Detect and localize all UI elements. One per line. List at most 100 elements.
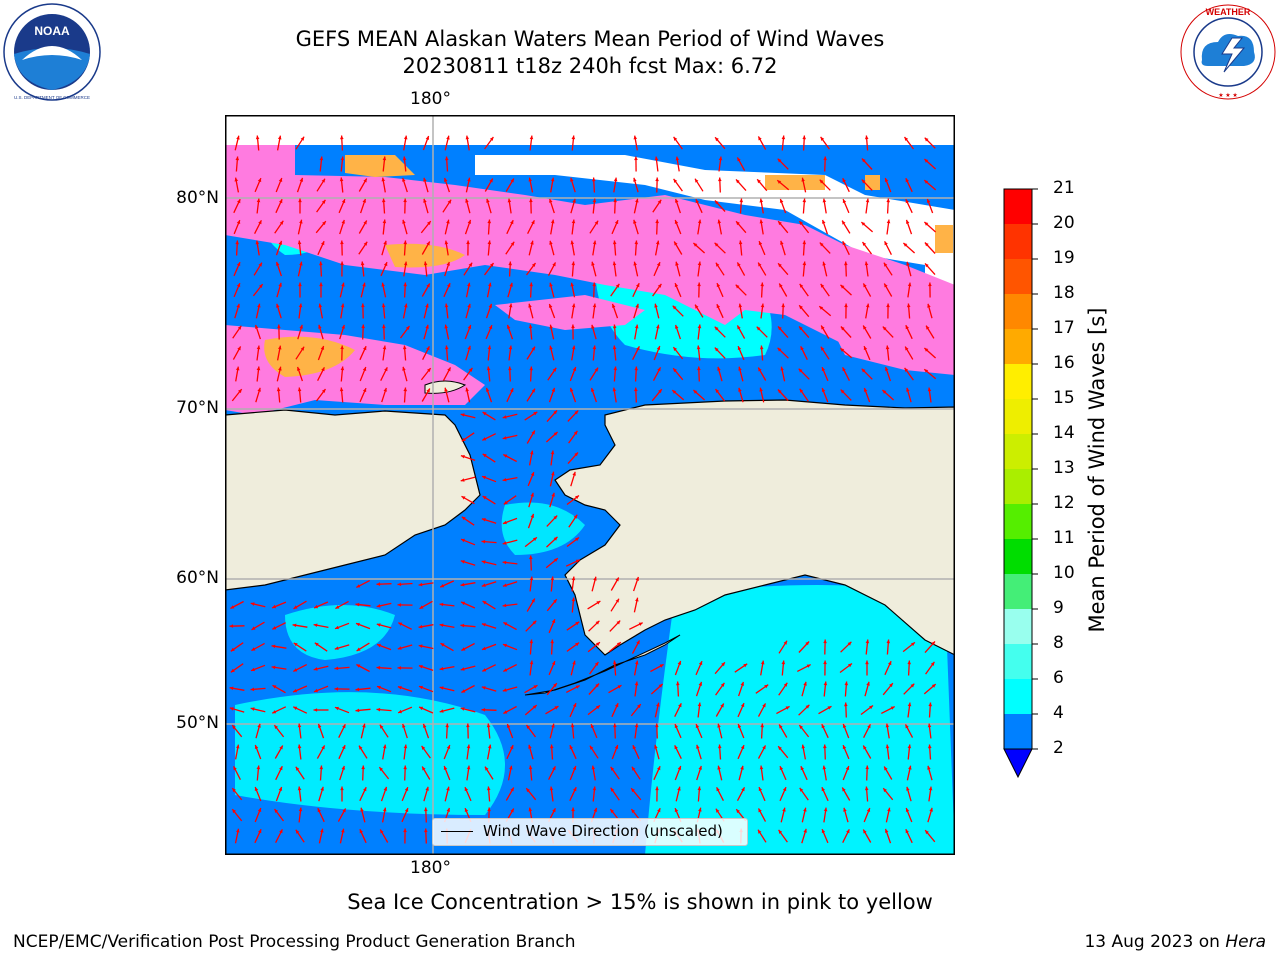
wind-wave-arrowhead xyxy=(531,263,536,267)
wind-wave-arrowhead xyxy=(801,744,805,749)
wind-wave-arrowhead xyxy=(507,198,512,203)
wind-wave-arrowhead xyxy=(507,324,511,329)
wind-wave-arrowhead xyxy=(591,324,595,329)
wind-wave-arrowhead xyxy=(610,809,614,813)
wind-wave-arrowhead xyxy=(423,261,428,266)
wind-wave-arrowhead xyxy=(467,177,471,182)
wind-wave-arrowhead xyxy=(717,219,722,224)
wind-wave-arrowhead xyxy=(313,623,318,627)
wind-wave-arrowhead xyxy=(572,660,576,665)
wind-wave-arrowhead xyxy=(553,558,558,562)
wind-wave-arrowhead xyxy=(460,582,465,587)
wind-wave-arrowhead xyxy=(444,156,449,161)
wind-wave-arrowhead xyxy=(758,829,762,834)
wind-wave-arrowhead xyxy=(510,241,515,246)
wind-wave-arrowhead xyxy=(615,577,619,582)
wind-wave-arrowhead xyxy=(356,584,361,588)
wind-wave-arrowhead xyxy=(530,492,534,497)
wind-wave-arrowhead xyxy=(402,366,406,371)
wind-wave-arrowhead xyxy=(482,496,487,500)
wind-wave-arrowhead xyxy=(383,262,388,267)
colorbar-bin xyxy=(1004,434,1032,469)
wind-wave-arrowhead xyxy=(526,788,530,793)
wind-wave-arrowhead xyxy=(634,366,638,371)
wind-wave-arrowhead xyxy=(575,495,579,500)
wind-wave-arrowhead xyxy=(236,262,241,267)
wind-wave-arrowhead xyxy=(617,685,622,689)
wind-wave-arrowhead xyxy=(904,367,909,372)
wind-wave-arrowhead xyxy=(840,389,845,394)
wind-wave-arrowhead xyxy=(549,282,553,287)
colorbar-bin xyxy=(1004,259,1032,294)
wind-wave-arrowhead xyxy=(489,137,494,141)
wind-wave-arrowhead xyxy=(236,135,240,140)
wind-wave-arrowhead xyxy=(613,198,617,203)
wind-wave-arrowhead xyxy=(805,641,810,646)
wind-wave-arrowhead xyxy=(697,261,702,266)
wind-wave-arrowhead xyxy=(356,622,360,627)
wind-wave-arrowhead xyxy=(439,666,444,671)
wind-wave-arrowhead xyxy=(865,639,870,644)
wind-wave-arrowhead xyxy=(502,478,507,482)
wind-wave-arrowhead xyxy=(882,326,887,331)
wind-wave-arrowhead xyxy=(924,222,929,226)
wind-wave-arrowhead xyxy=(553,432,558,436)
wind-wave-arrowhead xyxy=(363,241,368,246)
wind-wave-arrowhead xyxy=(293,642,298,647)
wind-wave-arrowhead xyxy=(461,601,466,606)
wind-wave-arrowhead xyxy=(842,724,847,728)
wind-wave-arrowhead xyxy=(254,787,259,791)
wind-wave-arrowhead xyxy=(570,177,574,182)
wind-wave-arrowhead xyxy=(341,745,346,750)
wind-wave-arrowhead xyxy=(403,135,408,140)
wind-wave-arrowhead xyxy=(552,766,556,771)
wind-wave-arrowhead xyxy=(314,604,319,609)
wind-wave-arrowhead xyxy=(461,538,465,543)
wind-wave-arrowhead xyxy=(551,619,556,624)
wind-wave-arrowhead xyxy=(362,367,367,371)
wind-wave-arrowhead xyxy=(785,706,790,710)
wind-wave-arrowhead xyxy=(822,765,827,770)
wind-wave-arrowhead xyxy=(717,744,722,749)
wind-wave-arrowhead xyxy=(924,159,929,163)
wind-wave-arrowhead xyxy=(440,643,445,647)
wind-wave-arrowhead xyxy=(257,387,261,392)
wind-wave-arrowhead xyxy=(446,135,450,140)
wind-wave-arrowhead xyxy=(574,452,578,457)
wind-wave-arrowhead xyxy=(885,744,890,749)
wind-wave-arrowhead xyxy=(592,282,596,287)
wind-wave-arrowhead xyxy=(321,178,325,183)
wind-wave-arrowhead xyxy=(925,830,929,835)
wind-wave-arrowhead xyxy=(313,667,318,671)
wind-wave-arrowhead xyxy=(843,807,847,812)
wind-wave-arrowhead xyxy=(716,304,721,309)
wind-wave-arrowhead xyxy=(380,829,384,834)
wind-wave-arrowhead xyxy=(377,643,381,648)
wind-wave-arrowhead xyxy=(885,345,890,350)
wind-wave-arrowhead xyxy=(341,199,346,204)
wind-wave-arrowhead xyxy=(736,221,740,226)
wind-wave-arrowhead xyxy=(820,346,825,351)
wind-wave-arrowhead xyxy=(890,706,895,710)
wind-wave-arrowhead xyxy=(548,304,553,308)
wind-wave-arrowhead xyxy=(508,303,513,308)
wind-wave-arrowhead xyxy=(402,723,406,728)
wind-wave-arrowhead xyxy=(571,324,575,329)
wind-wave-arrowhead xyxy=(928,282,932,287)
wind-wave-arrowhead xyxy=(403,765,407,770)
footer-credit: NCEP/EMC/Verification Post Processing Pr… xyxy=(13,932,576,952)
wind-wave-arrowhead xyxy=(335,605,340,609)
wind-wave-arrowhead xyxy=(339,177,344,182)
wind-wave-arrowhead xyxy=(446,261,450,266)
wind-wave-arrowhead xyxy=(633,219,637,224)
wind-wave-arrowhead xyxy=(758,808,762,813)
wind-wave-arrowhead xyxy=(819,242,824,247)
wind-wave-arrowhead xyxy=(299,219,303,224)
wind-wave-arrowhead xyxy=(848,663,852,668)
wind-wave-arrowhead xyxy=(321,745,325,750)
wind-wave-arrowhead xyxy=(572,766,577,770)
wind-wave-arrowhead xyxy=(676,681,680,686)
wind-wave-arrowhead xyxy=(467,325,472,329)
wind-wave-arrowhead xyxy=(760,660,765,665)
wind-wave-arrowhead xyxy=(531,598,535,603)
